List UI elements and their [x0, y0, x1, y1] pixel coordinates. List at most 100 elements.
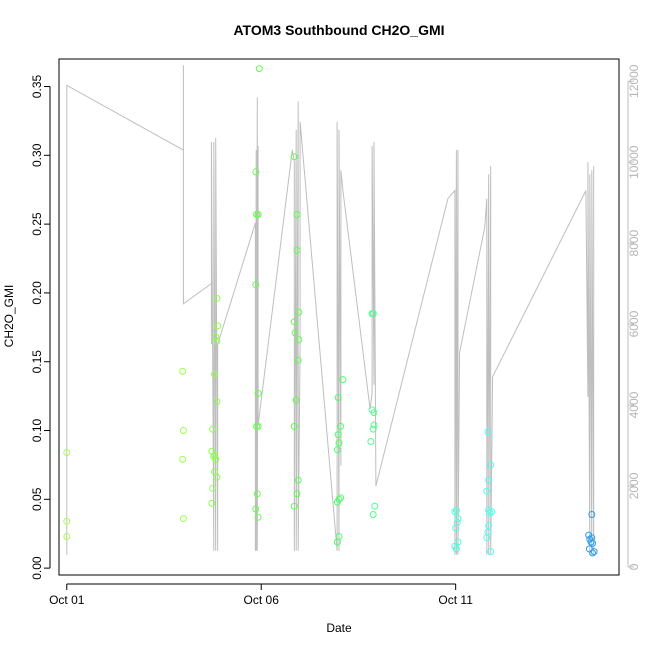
data-point [293, 246, 301, 254]
data-point [208, 499, 216, 507]
data-point [63, 533, 71, 540]
y2-tick-label: 2000 [627, 472, 641, 499]
data-point [179, 455, 187, 463]
y-tick-label: 0.20 [30, 281, 44, 305]
data-point [483, 534, 491, 542]
data-point [292, 396, 300, 404]
data-point [484, 428, 492, 436]
data-point [485, 476, 493, 484]
data-point [333, 446, 341, 454]
y-tick-label: 0.10 [30, 419, 44, 443]
x-tick-label: Oct 11 [438, 593, 473, 607]
data-point [452, 545, 460, 553]
data-point [295, 336, 303, 344]
data-point [255, 65, 263, 73]
data-point [63, 517, 71, 525]
data-point [294, 356, 302, 364]
data-point [254, 389, 262, 397]
data-point [334, 431, 342, 439]
data-point [293, 211, 301, 218]
data-point [334, 394, 342, 401]
y2-tick-label: 6000 [627, 310, 641, 337]
data-point [488, 508, 496, 516]
data-points [63, 65, 598, 557]
data-point [335, 439, 343, 447]
data-point [370, 421, 378, 429]
y2-tick-label: 4000 [627, 391, 641, 418]
x-tick-label: Oct 01 [49, 593, 85, 607]
x-axis-label: Date [326, 621, 352, 635]
data-point [290, 422, 298, 430]
data-point [213, 337, 221, 345]
y-tick-label: 0.00 [30, 556, 44, 580]
altitude-axis: 0 2000 4000 6000 8000 10000 12000 [627, 64, 641, 570]
data-point [337, 422, 345, 430]
altitude-line [66, 65, 595, 555]
data-point [369, 310, 377, 318]
data-point [290, 318, 298, 326]
x-tick-label: Oct 06 [244, 593, 280, 607]
data-point [370, 409, 378, 417]
data-point [253, 490, 261, 498]
y2-tick-label: 0 [627, 563, 641, 570]
data-point [211, 451, 219, 459]
data-point [213, 294, 221, 302]
data-point [214, 322, 222, 330]
plot-frame [58, 58, 620, 576]
data-point [179, 515, 187, 523]
data-point [211, 370, 219, 378]
data-point [213, 398, 221, 406]
data-point [367, 438, 375, 445]
data-point [452, 524, 460, 532]
y-axis: 0.00 0.05 0.10 0.15 0.20 0.25 0.30 0.35 [30, 75, 51, 580]
data-point [294, 476, 302, 484]
data-point [254, 422, 262, 430]
data-point [179, 367, 187, 375]
data-point [213, 473, 221, 481]
data-point [369, 511, 377, 518]
data-point [254, 513, 262, 521]
y2-tick-label: 10000 [627, 145, 641, 179]
data-point [487, 461, 495, 469]
data-point [589, 539, 597, 547]
data-point [295, 308, 303, 316]
y-tick-label: 0.25 [30, 212, 44, 236]
y-tick-label: 0.30 [30, 143, 44, 167]
data-point [290, 153, 298, 161]
y-tick-label: 0.15 [30, 350, 44, 374]
data-point [209, 484, 217, 492]
data-point [333, 498, 341, 506]
data-point [588, 511, 596, 518]
data-point [485, 522, 493, 529]
data-point [291, 329, 299, 337]
data-point [371, 502, 379, 510]
data-point [369, 425, 377, 433]
data-point [290, 502, 298, 510]
data-point [590, 548, 598, 556]
data-point [483, 487, 491, 495]
data-point [452, 506, 460, 514]
chart-title: ATOM3 Southbound CH2O_GMI [233, 22, 444, 38]
data-point [486, 509, 494, 517]
data-point [451, 508, 459, 516]
altitude-series [66, 65, 595, 555]
y-tick-label: 0.35 [30, 75, 44, 99]
y2-tick-label: 12000 [627, 64, 641, 98]
data-point [333, 538, 341, 546]
data-point [293, 490, 301, 498]
data-point [454, 515, 462, 523]
data-point [589, 549, 597, 557]
data-point [252, 281, 260, 289]
data-point [252, 505, 260, 513]
data-point [252, 168, 260, 176]
y2-tick-label: 8000 [627, 229, 641, 256]
data-point [212, 333, 220, 341]
data-point [212, 455, 220, 463]
x-axis: Oct 01 Oct 06 Oct 11 [49, 583, 473, 607]
data-point [179, 427, 187, 434]
y-tick-label: 0.05 [30, 487, 44, 511]
data-point [339, 376, 347, 384]
data-point [587, 538, 595, 546]
data-point [63, 449, 71, 456]
